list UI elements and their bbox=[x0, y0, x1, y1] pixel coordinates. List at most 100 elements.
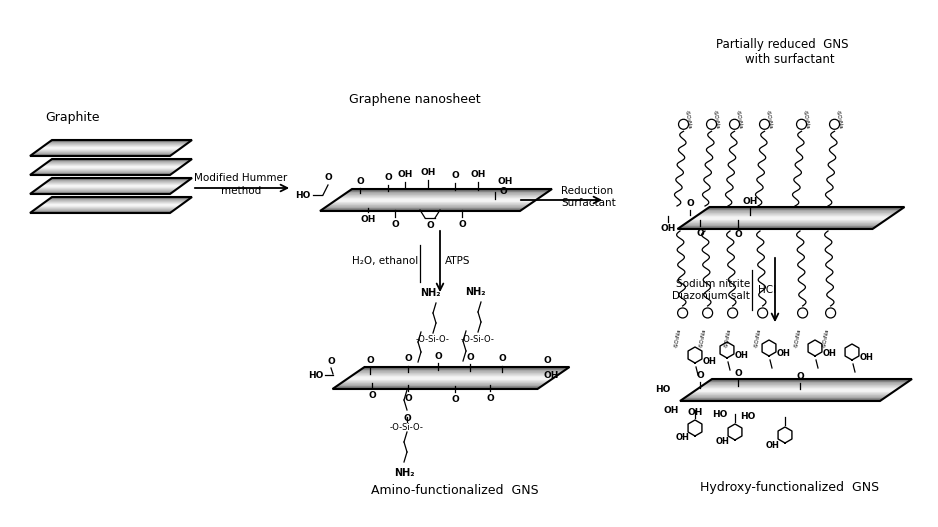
Circle shape bbox=[728, 308, 737, 318]
Polygon shape bbox=[49, 180, 189, 181]
Polygon shape bbox=[361, 368, 567, 369]
Polygon shape bbox=[38, 207, 178, 208]
Polygon shape bbox=[347, 378, 553, 379]
Text: OH: OH bbox=[663, 406, 679, 415]
Polygon shape bbox=[30, 212, 171, 213]
Polygon shape bbox=[44, 202, 185, 203]
Polygon shape bbox=[44, 183, 185, 184]
Polygon shape bbox=[689, 220, 885, 221]
Polygon shape bbox=[701, 386, 901, 387]
Text: OH: OH bbox=[543, 370, 558, 379]
Polygon shape bbox=[336, 199, 537, 200]
Polygon shape bbox=[40, 205, 181, 206]
Polygon shape bbox=[38, 187, 179, 188]
Text: O: O bbox=[368, 391, 376, 400]
Polygon shape bbox=[327, 205, 528, 206]
Polygon shape bbox=[47, 200, 188, 201]
Polygon shape bbox=[347, 192, 548, 193]
Text: -SO₃Na: -SO₃Na bbox=[822, 327, 830, 348]
Polygon shape bbox=[326, 206, 527, 207]
Polygon shape bbox=[38, 206, 179, 207]
Text: Sodium nitrite
Diazonium salt: Sodium nitrite Diazonium salt bbox=[673, 279, 750, 301]
Polygon shape bbox=[705, 209, 901, 210]
Text: O: O bbox=[356, 177, 364, 186]
Polygon shape bbox=[705, 383, 907, 384]
Text: -SO₃Na: -SO₃Na bbox=[735, 109, 744, 129]
Polygon shape bbox=[30, 193, 171, 194]
Polygon shape bbox=[698, 214, 894, 215]
Text: OH: OH bbox=[716, 437, 730, 446]
Circle shape bbox=[730, 119, 739, 129]
Polygon shape bbox=[50, 198, 190, 199]
Polygon shape bbox=[47, 181, 188, 182]
Polygon shape bbox=[52, 197, 192, 198]
Text: -O-Si-O-: -O-Si-O- bbox=[390, 424, 424, 433]
Polygon shape bbox=[703, 385, 903, 386]
Text: OH: OH bbox=[860, 354, 874, 363]
Text: O: O bbox=[686, 199, 694, 208]
Polygon shape bbox=[351, 189, 552, 190]
Text: OH: OH bbox=[660, 224, 675, 233]
Circle shape bbox=[829, 119, 840, 129]
Polygon shape bbox=[690, 219, 886, 220]
Polygon shape bbox=[30, 174, 171, 175]
Text: O: O bbox=[734, 230, 742, 239]
Polygon shape bbox=[329, 203, 531, 204]
Text: O: O bbox=[696, 229, 704, 238]
Polygon shape bbox=[699, 387, 900, 388]
Polygon shape bbox=[706, 382, 908, 383]
Polygon shape bbox=[41, 204, 182, 205]
Polygon shape bbox=[35, 152, 175, 153]
Polygon shape bbox=[685, 223, 881, 224]
Text: Amino-functionalized  GNS: Amino-functionalized GNS bbox=[371, 483, 538, 496]
Circle shape bbox=[825, 308, 836, 318]
Polygon shape bbox=[696, 216, 892, 217]
Text: OH: OH bbox=[420, 168, 435, 177]
Text: OH: OH bbox=[688, 408, 703, 417]
Text: -SO₃Na: -SO₃Na bbox=[835, 109, 843, 129]
Polygon shape bbox=[697, 215, 893, 216]
Polygon shape bbox=[40, 167, 181, 168]
Polygon shape bbox=[44, 145, 185, 146]
Polygon shape bbox=[704, 384, 904, 385]
Polygon shape bbox=[355, 373, 561, 374]
Polygon shape bbox=[52, 178, 192, 179]
Polygon shape bbox=[344, 380, 551, 381]
Text: -SO₃Na: -SO₃Na bbox=[754, 327, 762, 348]
Polygon shape bbox=[35, 209, 175, 210]
Text: -O-Si-O-: -O-Si-O- bbox=[416, 336, 450, 345]
Polygon shape bbox=[688, 221, 885, 222]
Polygon shape bbox=[692, 218, 888, 219]
Polygon shape bbox=[356, 372, 562, 373]
Polygon shape bbox=[340, 197, 540, 198]
Text: OH: OH bbox=[497, 178, 512, 187]
Text: -SO₃Na: -SO₃Na bbox=[699, 327, 707, 348]
Polygon shape bbox=[688, 395, 888, 396]
Polygon shape bbox=[342, 382, 548, 383]
Polygon shape bbox=[32, 173, 173, 174]
Polygon shape bbox=[684, 397, 885, 398]
Text: O: O bbox=[327, 357, 335, 366]
Polygon shape bbox=[325, 207, 525, 208]
Polygon shape bbox=[708, 207, 904, 208]
Circle shape bbox=[796, 119, 807, 129]
Text: OH: OH bbox=[398, 170, 413, 179]
Polygon shape bbox=[687, 396, 887, 397]
Text: O: O bbox=[385, 173, 392, 182]
Circle shape bbox=[706, 119, 717, 129]
Polygon shape bbox=[363, 367, 569, 368]
Polygon shape bbox=[33, 191, 174, 192]
Text: OH: OH bbox=[360, 215, 376, 224]
Polygon shape bbox=[52, 140, 192, 141]
Polygon shape bbox=[688, 394, 889, 395]
Text: OH: OH bbox=[676, 434, 690, 443]
Polygon shape bbox=[38, 188, 178, 189]
Polygon shape bbox=[44, 164, 185, 165]
Polygon shape bbox=[358, 370, 564, 372]
Polygon shape bbox=[681, 226, 877, 227]
Text: O: O bbox=[458, 220, 466, 229]
Polygon shape bbox=[702, 211, 898, 212]
Polygon shape bbox=[709, 380, 910, 381]
Polygon shape bbox=[353, 374, 559, 375]
Text: Graphite: Graphite bbox=[45, 112, 99, 124]
